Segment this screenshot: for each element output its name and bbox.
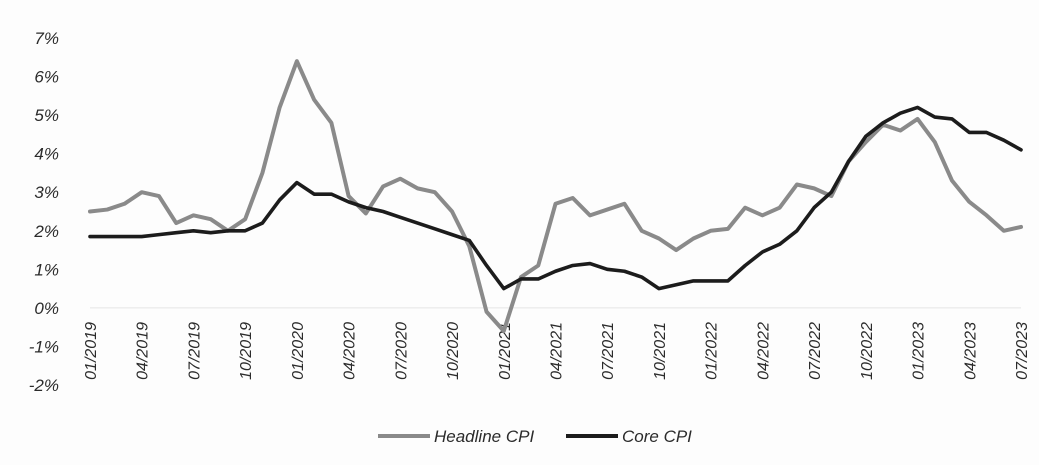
- x-tick-label: 04/2020: [342, 322, 359, 380]
- x-tick-label: 10/2020: [445, 322, 462, 380]
- core-cpi-line: [88, 105, 1023, 291]
- x-axis: 01/2019 04/2019 07/2019 10/2019 01/2020 04/20…: [83, 322, 1031, 380]
- y-axis: -2% -1% 0% 1% 2% 3% 4% 5% 6% 7%: [29, 29, 59, 395]
- legend-headline-cpi-label: Headline CPI: [434, 427, 534, 446]
- x-tick-label: 01/2020: [290, 322, 307, 380]
- x-tick-label: 10/2019: [238, 322, 255, 380]
- x-tick-label: 01/2019: [83, 322, 100, 380]
- x-tick-label: 04/2021: [549, 322, 566, 380]
- y-tick-label: -2%: [29, 376, 59, 395]
- y-tick-label: 1%: [34, 260, 59, 279]
- x-tick-label: 10/2022: [859, 322, 876, 380]
- x-tick-label: 07/2021: [600, 322, 617, 380]
- x-tick-label: 01/2023: [911, 322, 928, 380]
- x-tick-label: 10/2021: [652, 322, 669, 380]
- x-tick-label: 07/2019: [186, 322, 203, 380]
- legend-core-cpi-label: Core CPI: [622, 427, 692, 446]
- x-tick-label: 07/2023: [1014, 322, 1031, 380]
- y-tick-label: 0%: [34, 299, 59, 318]
- x-tick-label: 04/2022: [755, 322, 772, 380]
- x-tick-label: 01/2021: [497, 322, 514, 380]
- x-tick-label: 07/2022: [807, 322, 824, 380]
- x-tick-label: 01/2022: [704, 322, 721, 380]
- y-tick-label: 2%: [33, 222, 59, 241]
- series-lines: [88, 59, 1023, 334]
- y-tick-label: 6%: [34, 68, 59, 87]
- y-tick-label: 5%: [34, 106, 59, 125]
- y-tick-label: -1%: [29, 337, 59, 356]
- y-tick-label: 7%: [34, 29, 59, 48]
- legend: Headline CPI Core CPI: [378, 427, 692, 446]
- x-tick-label: 04/2019: [135, 322, 152, 380]
- x-tick-label: 04/2023: [962, 322, 979, 380]
- y-tick-label: 3%: [34, 183, 59, 202]
- headline-cpi-line: [88, 59, 1023, 334]
- y-tick-label: 4%: [34, 145, 59, 164]
- x-tick-label: 07/2020: [393, 322, 410, 380]
